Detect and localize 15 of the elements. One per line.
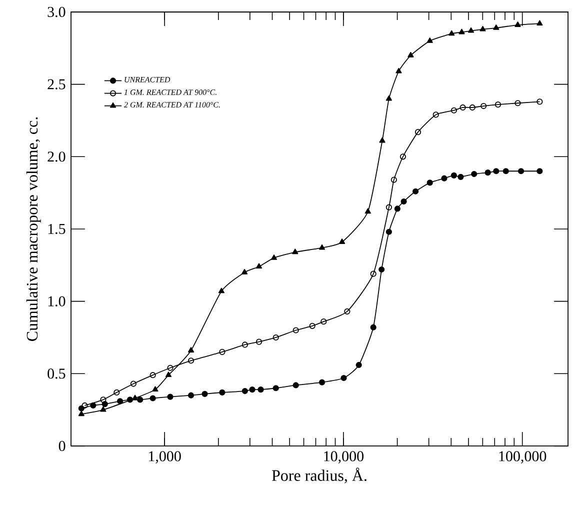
y-tick-label: 0.5	[48, 368, 66, 379]
legend-label: 1 GM. REACTED AT 900°C.	[124, 90, 216, 95]
x-tick-label: 100,000	[499, 451, 546, 464]
y-tick-label: 2.5	[48, 79, 66, 90]
legend-label: UNREACTED	[124, 76, 170, 82]
x-axis-title: Pore radius, Å.	[272, 468, 366, 484]
x-tick-label: 1,000	[148, 451, 181, 464]
y-tick-label: 0	[58, 440, 66, 452]
y-tick-label: 2.0	[48, 152, 66, 162]
legend-label: 2 GM. REACTED AT 1100°C.	[124, 102, 220, 108]
y-tick-label: 1.0	[48, 296, 66, 306]
y-tick-label: 3.0	[48, 6, 66, 18]
y-axis-title: Cumulative macropore volume, cc.	[26, 117, 41, 341]
y-tick-label: 1.5	[48, 224, 66, 234]
x-tick-label: 10,000	[324, 451, 364, 464]
